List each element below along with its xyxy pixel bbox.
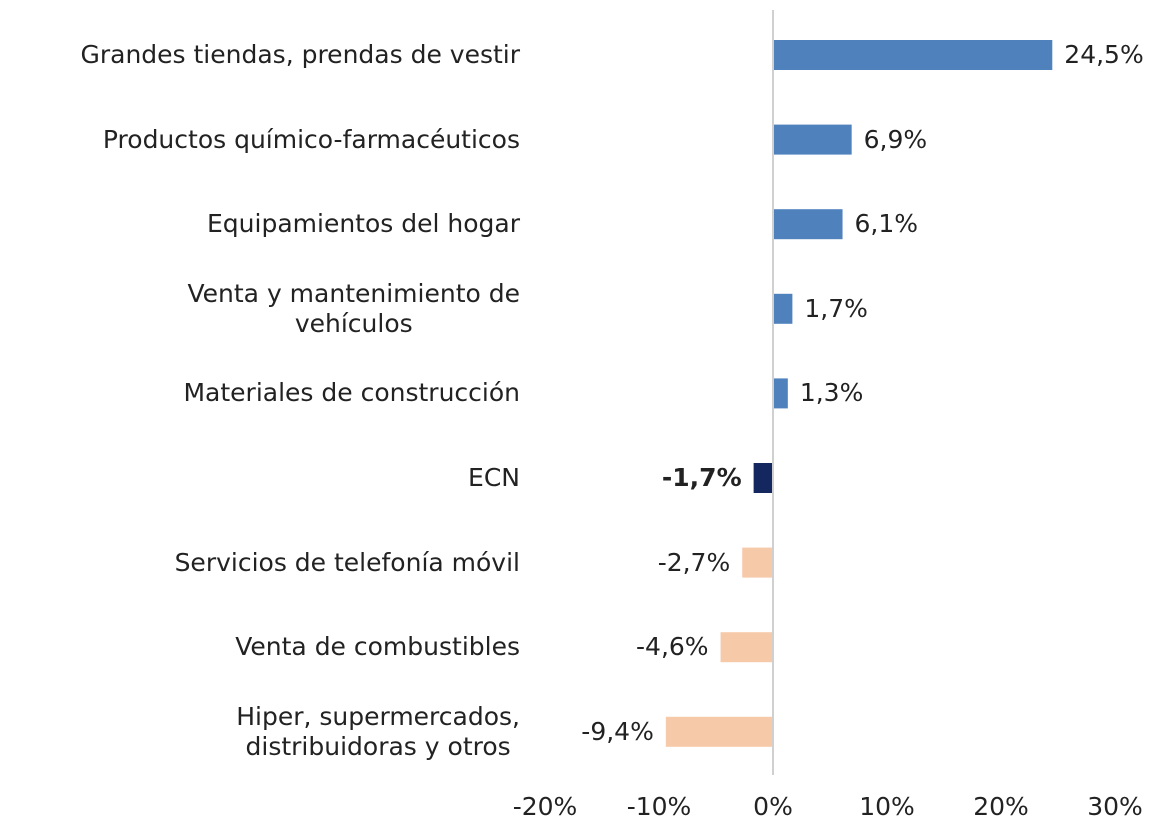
bar (742, 547, 773, 578)
category-label: Materiales de construcción (183, 378, 520, 408)
value-label: 6,1% (854, 209, 919, 239)
bar (773, 209, 843, 240)
x-tick-label: -10% (626, 792, 692, 821)
x-tick-label: 20% (973, 792, 1029, 821)
value-label: -1,7% (661, 463, 742, 492)
category-label: Grandes tiendas, prendas de vestir (80, 40, 520, 69)
bar (773, 124, 852, 155)
category-label: ECN (468, 463, 520, 492)
value-label: -2,7% (657, 547, 731, 577)
category-label: Venta de combustibles (235, 632, 520, 662)
bar (753, 463, 773, 493)
category-label: Servicios de telefonía móvil (174, 547, 520, 577)
x-tick-label: 10% (859, 792, 915, 821)
value-label: 24,5% (1064, 40, 1144, 69)
bar (720, 632, 773, 663)
bar (665, 716, 773, 747)
bar (773, 40, 1053, 70)
value-label: 6,9% (863, 124, 928, 154)
x-tick-label: 30% (1087, 792, 1143, 821)
category-label: Equipamientos del hogar (207, 209, 520, 239)
value-label: 1,7% (804, 293, 868, 323)
value-label: -4,6% (636, 632, 709, 662)
category-label: Hiper, supermercados, distribuidoras y o… (236, 701, 520, 761)
x-tick-label: -20% (512, 792, 578, 821)
x-tick-label: 0% (753, 792, 793, 821)
bar (773, 293, 793, 324)
bar (773, 378, 788, 409)
value-label: 1,3% (799, 378, 864, 408)
category-label: Venta y mantenimiento de vehículos (187, 278, 520, 338)
category-label: Productos químico-farmacéuticos (102, 124, 520, 154)
value-label: -9,4% (581, 716, 654, 746)
